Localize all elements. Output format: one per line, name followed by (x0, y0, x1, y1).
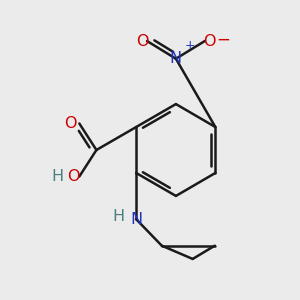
Text: O: O (136, 34, 148, 49)
Text: O: O (203, 34, 216, 49)
Text: N: N (170, 51, 182, 66)
Text: −: − (216, 31, 230, 49)
Text: H: H (51, 169, 63, 184)
Text: +: + (184, 39, 195, 52)
Text: H: H (112, 209, 124, 224)
Text: O: O (64, 116, 76, 131)
Text: O: O (67, 169, 79, 184)
Text: N: N (130, 212, 142, 227)
